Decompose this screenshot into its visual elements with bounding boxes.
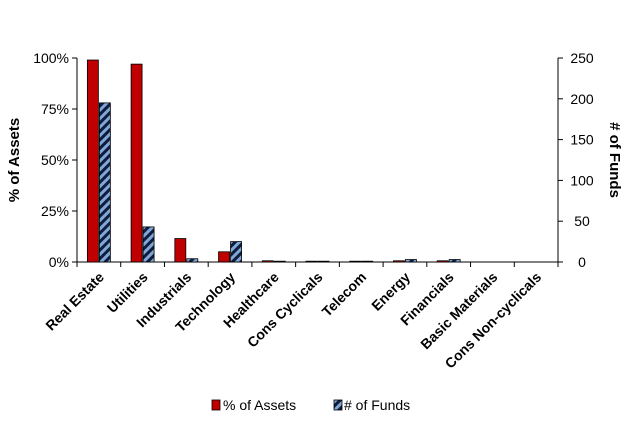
bar-assets bbox=[130, 63, 143, 263]
legend-swatch-funds bbox=[333, 399, 343, 411]
legend-swatch-assets bbox=[211, 399, 221, 411]
bar-funds bbox=[98, 102, 111, 263]
bar-funds bbox=[186, 258, 199, 263]
category-label: Real Estate bbox=[42, 269, 107, 334]
bar-assets bbox=[393, 260, 405, 263]
y-right-tick-label: 200 bbox=[570, 91, 594, 107]
bar-assets bbox=[436, 260, 449, 263]
category-label: Cons Cyclicals bbox=[244, 269, 326, 351]
bar-assets bbox=[349, 260, 362, 263]
y-right-tick-label: 50 bbox=[574, 213, 590, 229]
axes bbox=[76, 58, 559, 267]
bar-assets bbox=[218, 251, 230, 263]
y-right-tick-label: 250 bbox=[570, 50, 594, 66]
category-label: Basic Materials bbox=[417, 269, 501, 353]
bar-assets bbox=[305, 260, 318, 263]
bar-funds bbox=[230, 241, 242, 263]
y-right-tick-label: 100 bbox=[570, 172, 594, 188]
bar-funds bbox=[317, 260, 330, 263]
y-right-tick-label: 0 bbox=[578, 254, 586, 270]
bars bbox=[86, 59, 461, 263]
y-left-tick-label: 50% bbox=[41, 152, 69, 168]
bar-assets bbox=[86, 59, 99, 263]
bar-funds bbox=[405, 259, 417, 263]
bar-assets bbox=[174, 238, 187, 263]
y-right-tick-label: 150 bbox=[570, 132, 594, 148]
category-label: Telecom bbox=[319, 269, 370, 320]
y-left-tick-label: 0% bbox=[49, 254, 69, 270]
legend-label-assets: % of Assets bbox=[223, 397, 296, 413]
y-axis-right-title: # of Funds bbox=[606, 122, 623, 198]
category-labels: Real EstateUtilitiesIndustrialsTechnolog… bbox=[42, 269, 544, 372]
legend-label-funds: # of Funds bbox=[344, 397, 410, 413]
y-left-tick-label: 75% bbox=[41, 101, 69, 117]
legend: % of Assets # of Funds bbox=[211, 397, 410, 413]
y-axis-left-title: % of Assets bbox=[6, 118, 23, 202]
bar-funds bbox=[142, 226, 155, 263]
bar-funds bbox=[448, 259, 461, 263]
bar-funds bbox=[361, 260, 374, 263]
bar-funds bbox=[273, 260, 286, 263]
bar-assets bbox=[261, 260, 274, 263]
y-left-tick-label: 25% bbox=[41, 203, 69, 219]
ticks: 0% 25% 50% 75% 100% 0 50 100 150 200 250 bbox=[33, 50, 594, 270]
y-left-tick-label: 100% bbox=[33, 50, 69, 66]
